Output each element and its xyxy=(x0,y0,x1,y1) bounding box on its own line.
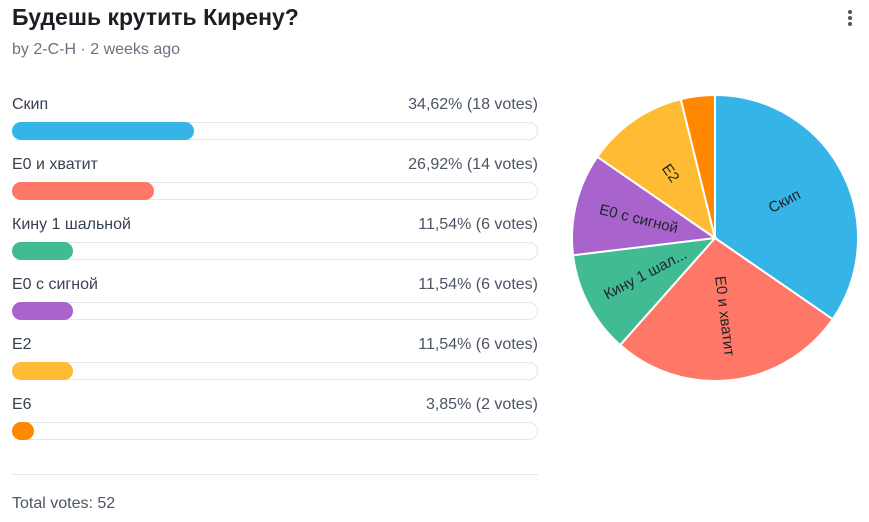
poll-meta: by 2-C-H · 2 weeks ago xyxy=(12,41,181,58)
option-label: Е2 xyxy=(12,336,32,353)
pie-slice xyxy=(679,93,716,239)
option-label: Кину 1 шальной xyxy=(12,216,131,233)
option-bar-track xyxy=(12,362,538,380)
total-votes: Total votes: 52 xyxy=(12,495,116,512)
option-stat: 34,62% (18 votes) xyxy=(408,96,538,113)
poll-option: Скип 34,62% (18 votes) xyxy=(12,96,538,156)
option-bar-fill xyxy=(12,182,154,200)
option-stat: 26,92% (14 votes) xyxy=(408,156,538,173)
pie-slice xyxy=(595,97,717,241)
option-bar-fill xyxy=(12,362,73,380)
option-label: Е0 и хватит xyxy=(12,156,98,173)
divider xyxy=(12,474,538,475)
option-label: Е6 xyxy=(12,396,32,413)
poll-option: Е0 и хватит 26,92% (14 votes) xyxy=(12,156,538,216)
poll-title: Будешь крутить Кирену? xyxy=(12,4,299,30)
option-label: Е0 с сигной xyxy=(12,276,98,293)
poll-option: Кину 1 шальной 11,54% (6 votes) xyxy=(12,216,538,276)
option-bar-fill xyxy=(12,242,73,260)
poll-option: Е6 3,85% (2 votes) xyxy=(12,396,538,456)
pie-slice xyxy=(618,236,835,382)
option-bar-track xyxy=(12,122,538,140)
option-bar-track xyxy=(12,422,538,440)
option-bar-fill xyxy=(12,302,73,320)
poll-options: Скип 34,62% (18 votes) Е0 и хватит 26,92… xyxy=(12,96,538,456)
poll-option: Е2 11,54% (6 votes) xyxy=(12,336,538,396)
more-vertical-icon xyxy=(848,10,852,26)
option-stat: 3,85% (2 votes) xyxy=(425,396,538,413)
option-bar-track xyxy=(12,242,538,260)
poll-option: Е0 с сигной 11,54% (6 votes) xyxy=(12,276,538,336)
option-label: Скип xyxy=(12,96,49,113)
option-stat: 11,54% (6 votes) xyxy=(418,216,538,233)
option-stat: 11,54% (6 votes) xyxy=(418,276,538,293)
option-bar-track xyxy=(12,182,538,200)
option-stat: 11,54% (6 votes) xyxy=(418,336,538,353)
pie-slice xyxy=(571,155,718,257)
option-bar-fill xyxy=(12,122,195,140)
pie-slice xyxy=(571,236,718,347)
pie-slice xyxy=(714,93,859,321)
option-bar-fill xyxy=(12,422,34,440)
option-bar-track xyxy=(12,302,538,320)
more-options-button[interactable] xyxy=(838,6,862,30)
